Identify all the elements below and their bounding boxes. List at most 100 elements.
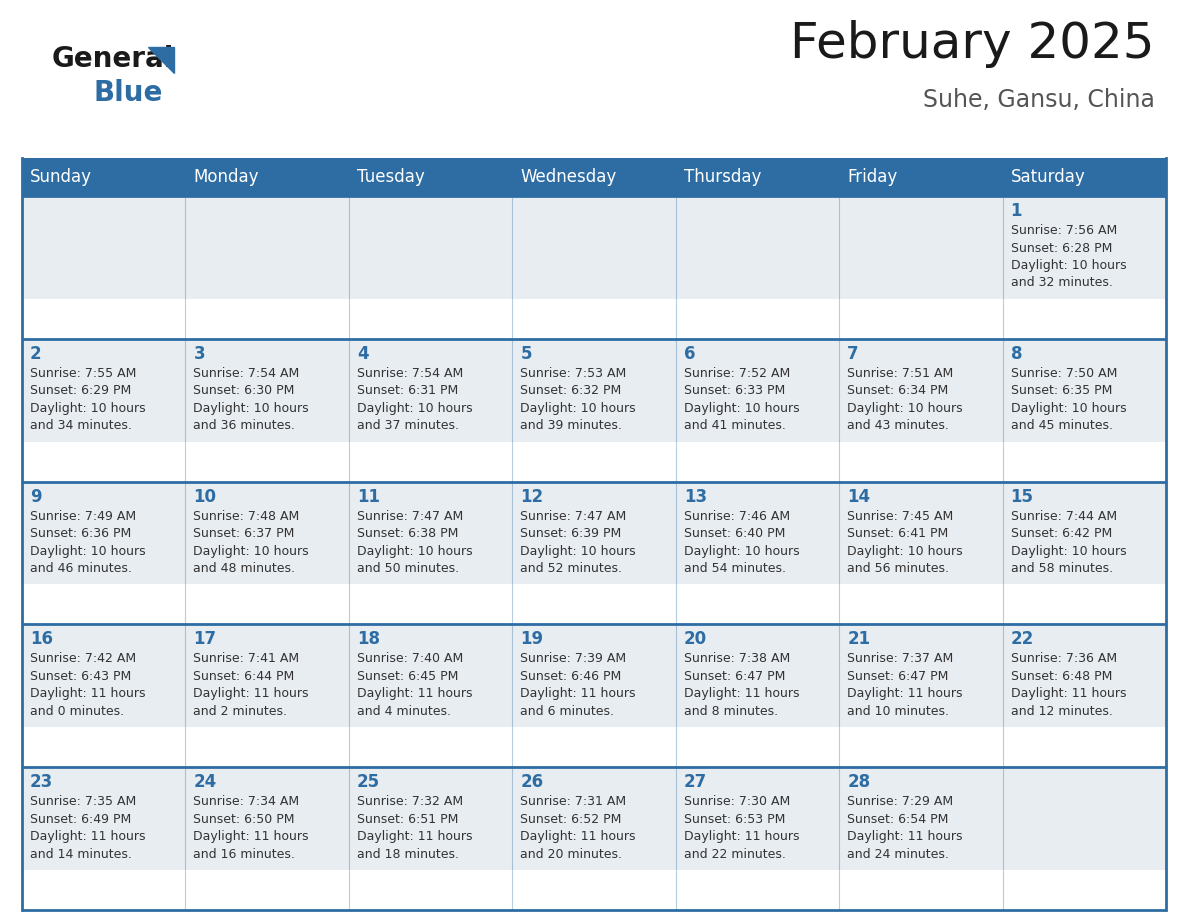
Bar [23, 624, 185, 727]
Bar [676, 624, 839, 727]
Text: 9: 9 [30, 487, 42, 506]
Text: 15: 15 [1011, 487, 1034, 506]
Text: Sunrise: 7:47 AM
Sunset: 6:38 PM
Daylight: 10 hours
and 50 minutes.: Sunrise: 7:47 AM Sunset: 6:38 PM Dayligh… [356, 509, 473, 575]
Bar [185, 767, 349, 870]
Bar [1003, 196, 1165, 299]
Text: Sunrise: 7:48 AM
Sunset: 6:37 PM
Daylight: 10 hours
and 48 minutes.: Sunrise: 7:48 AM Sunset: 6:37 PM Dayligh… [194, 509, 309, 575]
Text: Sunrise: 7:36 AM
Sunset: 6:48 PM
Daylight: 11 hours
and 12 minutes.: Sunrise: 7:36 AM Sunset: 6:48 PM Dayligh… [1011, 653, 1126, 718]
Text: Sunrise: 7:50 AM
Sunset: 6:35 PM
Daylight: 10 hours
and 45 minutes.: Sunrise: 7:50 AM Sunset: 6:35 PM Dayligh… [1011, 367, 1126, 432]
Text: February 2025: February 2025 [790, 20, 1155, 68]
Text: 1: 1 [1011, 202, 1022, 220]
Bar [23, 196, 185, 299]
Text: Sunrise: 7:44 AM
Sunset: 6:42 PM
Daylight: 10 hours
and 58 minutes.: Sunrise: 7:44 AM Sunset: 6:42 PM Dayligh… [1011, 509, 1126, 575]
Bar [1003, 482, 1165, 585]
Text: Wednesday: Wednesday [520, 168, 617, 186]
Text: Sunrise: 7:37 AM
Sunset: 6:47 PM
Daylight: 11 hours
and 10 minutes.: Sunrise: 7:37 AM Sunset: 6:47 PM Dayligh… [847, 653, 962, 718]
Text: Sunrise: 7:47 AM
Sunset: 6:39 PM
Daylight: 10 hours
and 52 minutes.: Sunrise: 7:47 AM Sunset: 6:39 PM Dayligh… [520, 509, 636, 575]
Bar [839, 196, 1003, 299]
Bar [512, 767, 676, 870]
Bar [1003, 767, 1165, 870]
Text: Tuesday: Tuesday [356, 168, 424, 186]
Bar [23, 339, 185, 442]
Text: Sunrise: 7:55 AM
Sunset: 6:29 PM
Daylight: 10 hours
and 34 minutes.: Sunrise: 7:55 AM Sunset: 6:29 PM Dayligh… [30, 367, 146, 432]
Bar [349, 482, 512, 585]
Bar [676, 767, 839, 870]
Text: Sunrise: 7:45 AM
Sunset: 6:41 PM
Daylight: 10 hours
and 56 minutes.: Sunrise: 7:45 AM Sunset: 6:41 PM Dayligh… [847, 509, 962, 575]
Text: 22: 22 [1011, 631, 1034, 648]
Bar [185, 196, 349, 299]
Bar [676, 196, 839, 299]
Text: Sunrise: 7:34 AM
Sunset: 6:50 PM
Daylight: 11 hours
and 16 minutes.: Sunrise: 7:34 AM Sunset: 6:50 PM Dayligh… [194, 795, 309, 861]
Bar [839, 339, 1003, 442]
Text: 28: 28 [847, 773, 871, 791]
Text: General: General [52, 45, 175, 73]
Bar [839, 624, 1003, 727]
Text: 14: 14 [847, 487, 871, 506]
Text: 5: 5 [520, 345, 532, 363]
Text: 12: 12 [520, 487, 543, 506]
Bar [23, 767, 185, 870]
Text: Sunrise: 7:52 AM
Sunset: 6:33 PM
Daylight: 10 hours
and 41 minutes.: Sunrise: 7:52 AM Sunset: 6:33 PM Dayligh… [684, 367, 800, 432]
Text: 16: 16 [30, 631, 53, 648]
Text: 4: 4 [356, 345, 368, 363]
Text: 11: 11 [356, 487, 380, 506]
Text: Blue: Blue [94, 79, 164, 107]
Bar [839, 482, 1003, 585]
Text: Suhe, Gansu, China: Suhe, Gansu, China [923, 88, 1155, 112]
Text: 21: 21 [847, 631, 871, 648]
Text: 17: 17 [194, 631, 216, 648]
Text: 13: 13 [684, 487, 707, 506]
Bar [512, 339, 676, 442]
Text: Thursday: Thursday [684, 168, 762, 186]
Bar [676, 482, 839, 585]
Text: Sunrise: 7:41 AM
Sunset: 6:44 PM
Daylight: 11 hours
and 2 minutes.: Sunrise: 7:41 AM Sunset: 6:44 PM Dayligh… [194, 653, 309, 718]
Text: Sunrise: 7:32 AM
Sunset: 6:51 PM
Daylight: 11 hours
and 18 minutes.: Sunrise: 7:32 AM Sunset: 6:51 PM Dayligh… [356, 795, 473, 861]
Bar [349, 196, 512, 299]
Text: 19: 19 [520, 631, 543, 648]
Bar [185, 482, 349, 585]
Bar [23, 158, 1165, 196]
Bar [349, 624, 512, 727]
Text: 24: 24 [194, 773, 216, 791]
Text: 10: 10 [194, 487, 216, 506]
Bar [512, 482, 676, 585]
Text: 26: 26 [520, 773, 543, 791]
Bar [349, 339, 512, 442]
Text: 23: 23 [30, 773, 53, 791]
Text: Sunrise: 7:31 AM
Sunset: 6:52 PM
Daylight: 11 hours
and 20 minutes.: Sunrise: 7:31 AM Sunset: 6:52 PM Dayligh… [520, 795, 636, 861]
Bar [512, 196, 676, 299]
Text: Sunrise: 7:35 AM
Sunset: 6:49 PM
Daylight: 11 hours
and 14 minutes.: Sunrise: 7:35 AM Sunset: 6:49 PM Dayligh… [30, 795, 145, 861]
Text: Saturday: Saturday [1011, 168, 1086, 186]
Bar [512, 624, 676, 727]
Bar [1003, 339, 1165, 442]
Text: Sunrise: 7:38 AM
Sunset: 6:47 PM
Daylight: 11 hours
and 8 minutes.: Sunrise: 7:38 AM Sunset: 6:47 PM Dayligh… [684, 653, 800, 718]
Text: Sunrise: 7:39 AM
Sunset: 6:46 PM
Daylight: 11 hours
and 6 minutes.: Sunrise: 7:39 AM Sunset: 6:46 PM Dayligh… [520, 653, 636, 718]
Text: Sunrise: 7:53 AM
Sunset: 6:32 PM
Daylight: 10 hours
and 39 minutes.: Sunrise: 7:53 AM Sunset: 6:32 PM Dayligh… [520, 367, 636, 432]
Text: Sunday: Sunday [30, 168, 91, 186]
Bar [23, 482, 185, 585]
Text: 27: 27 [684, 773, 707, 791]
Bar [185, 624, 349, 727]
Text: Sunrise: 7:56 AM
Sunset: 6:28 PM
Daylight: 10 hours
and 32 minutes.: Sunrise: 7:56 AM Sunset: 6:28 PM Dayligh… [1011, 224, 1126, 289]
Bar [349, 767, 512, 870]
Text: Sunrise: 7:49 AM
Sunset: 6:36 PM
Daylight: 10 hours
and 46 minutes.: Sunrise: 7:49 AM Sunset: 6:36 PM Dayligh… [30, 509, 146, 575]
Bar [676, 339, 839, 442]
Text: 18: 18 [356, 631, 380, 648]
Bar [839, 767, 1003, 870]
Text: 25: 25 [356, 773, 380, 791]
Text: Sunrise: 7:40 AM
Sunset: 6:45 PM
Daylight: 11 hours
and 4 minutes.: Sunrise: 7:40 AM Sunset: 6:45 PM Dayligh… [356, 653, 473, 718]
Text: Sunrise: 7:29 AM
Sunset: 6:54 PM
Daylight: 11 hours
and 24 minutes.: Sunrise: 7:29 AM Sunset: 6:54 PM Dayligh… [847, 795, 962, 861]
Text: Sunrise: 7:54 AM
Sunset: 6:30 PM
Daylight: 10 hours
and 36 minutes.: Sunrise: 7:54 AM Sunset: 6:30 PM Dayligh… [194, 367, 309, 432]
Text: 2: 2 [30, 345, 42, 363]
Bar [1003, 624, 1165, 727]
Text: 6: 6 [684, 345, 695, 363]
Bar [185, 339, 349, 442]
Text: Friday: Friday [847, 168, 897, 186]
Text: Sunrise: 7:46 AM
Sunset: 6:40 PM
Daylight: 10 hours
and 54 minutes.: Sunrise: 7:46 AM Sunset: 6:40 PM Dayligh… [684, 509, 800, 575]
Text: 7: 7 [847, 345, 859, 363]
Text: Sunrise: 7:54 AM
Sunset: 6:31 PM
Daylight: 10 hours
and 37 minutes.: Sunrise: 7:54 AM Sunset: 6:31 PM Dayligh… [356, 367, 473, 432]
Text: Monday: Monday [194, 168, 259, 186]
Text: 8: 8 [1011, 345, 1022, 363]
Text: Sunrise: 7:42 AM
Sunset: 6:43 PM
Daylight: 11 hours
and 0 minutes.: Sunrise: 7:42 AM Sunset: 6:43 PM Dayligh… [30, 653, 145, 718]
Polygon shape [148, 47, 173, 73]
